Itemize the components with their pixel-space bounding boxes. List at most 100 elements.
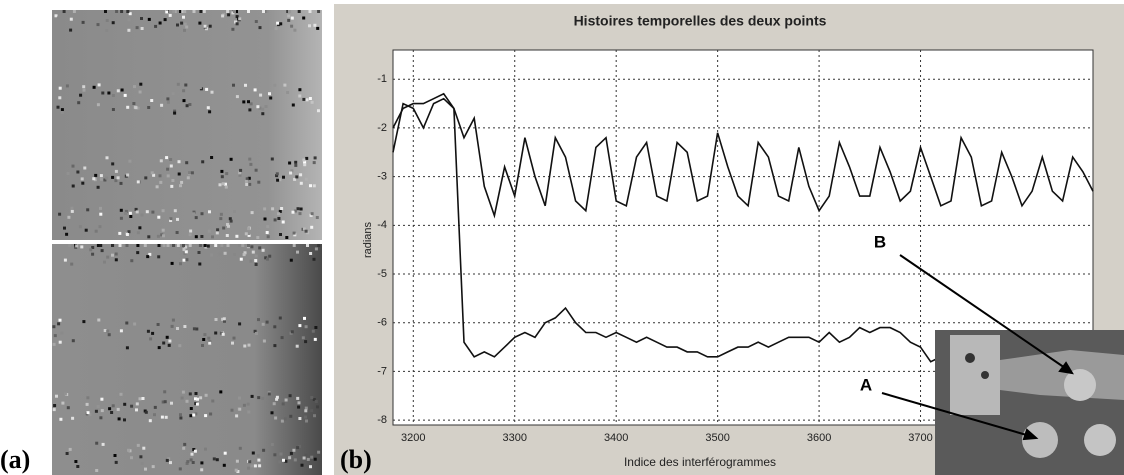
noise-pixel: [103, 260, 106, 264]
noise-pixel: [124, 211, 127, 215]
noise-pixel: [206, 106, 210, 110]
noise-pixel: [100, 409, 104, 413]
noise-pixel: [177, 172, 181, 176]
noise-pixel: [185, 104, 189, 108]
noise-pixel: [180, 21, 184, 25]
noise-pixel: [160, 11, 164, 15]
noise-pixel: [202, 10, 206, 13]
noise-pixel: [250, 211, 254, 215]
noise-pixel: [194, 235, 198, 239]
noise-pixel: [207, 336, 211, 340]
noise-pixel: [59, 417, 63, 421]
inset-photo: [935, 330, 1124, 475]
noise-pixel: [253, 464, 257, 468]
noise-pixel: [161, 400, 165, 404]
point-label: A: [860, 375, 872, 394]
noise-pixel: [111, 175, 115, 179]
noise-pixel: [245, 183, 249, 186]
noise-pixel: [281, 402, 285, 406]
noise-pixel: [117, 417, 121, 421]
noise-pixel: [140, 462, 144, 466]
x-tick-label: 3400: [604, 432, 628, 444]
noise-pixel: [298, 417, 302, 420]
noise-pixel: [52, 408, 56, 412]
noise-pixel: [120, 88, 124, 92]
x-tick-label: 3600: [807, 432, 831, 444]
noise-pixel: [89, 248, 93, 252]
noise-pixel: [95, 441, 99, 445]
noise-pixel: [282, 458, 285, 462]
noise-pixel: [273, 453, 277, 457]
noise-pixel: [211, 399, 215, 403]
noise-pixel: [310, 455, 314, 459]
noise-pixel: [188, 244, 192, 247]
noise-pixel: [127, 18, 131, 22]
noise-pixel: [108, 407, 112, 411]
noise-pixel: [192, 10, 196, 13]
noise-pixel: [238, 171, 242, 175]
noise-pixel: [247, 227, 251, 231]
noise-pixel: [58, 212, 62, 216]
noise-pixel: [265, 10, 269, 13]
noise-pixel: [235, 15, 239, 19]
noise-pixel: [185, 258, 189, 262]
noise-pixel: [105, 19, 109, 22]
noise-pixel: [173, 209, 177, 213]
noise-pixel: [190, 452, 194, 456]
noise-pixel: [175, 262, 179, 266]
y-tick-label: -3: [377, 171, 387, 183]
noise-pixel: [239, 168, 243, 172]
noise-pixel: [231, 11, 235, 15]
noise-pixel: [300, 463, 304, 467]
noise-pixel: [292, 244, 296, 247]
noise-pixel: [312, 257, 316, 261]
noise-pixel: [60, 108, 64, 112]
noise-pixel: [116, 176, 120, 180]
noise-pixel: [155, 185, 159, 189]
noise-pixel: [251, 451, 255, 455]
noise-pixel: [256, 236, 260, 239]
noise-pixel: [313, 23, 317, 27]
noise-pixel: [279, 22, 283, 26]
noise-pixel: [118, 231, 122, 235]
noise-pixel: [126, 105, 130, 109]
noise-pixel: [128, 159, 132, 163]
noise-pixel: [298, 88, 302, 92]
noise-pixel: [111, 94, 115, 97]
noise-pixel: [244, 83, 247, 87]
noise-pixel: [70, 206, 74, 210]
noise-pixel: [136, 180, 140, 184]
noise-pixel: [52, 325, 56, 329]
noise-pixel: [310, 409, 314, 413]
noise-pixel: [249, 102, 253, 106]
noise-pixel: [125, 321, 129, 325]
noise-pixel: [313, 156, 317, 160]
noise-pixel: [306, 244, 309, 247]
noise-pixel: [163, 390, 167, 394]
noise-pixel: [247, 244, 250, 247]
noise-pixel: [153, 405, 157, 409]
noise-pixel: [218, 252, 222, 256]
noise-pixel: [203, 333, 207, 337]
noise-pixel: [177, 160, 181, 164]
noise-pixel: [99, 174, 103, 178]
noise-pixel: [279, 233, 282, 236]
noise-pixel: [293, 177, 297, 181]
noise-pixel: [60, 111, 64, 114]
noise-pixel: [160, 103, 164, 107]
noise-pixel: [314, 400, 318, 403]
noise-pixel: [182, 99, 186, 103]
noise-pixel: [144, 410, 148, 414]
noise-pixel: [168, 339, 172, 343]
noise-pixel: [204, 245, 208, 249]
noise-pixel: [283, 417, 287, 421]
noise-pixel: [142, 446, 146, 450]
noise-pixel: [148, 252, 152, 256]
noise-pixel: [312, 161, 316, 165]
noise-pixel: [126, 173, 130, 177]
noise-pixel: [208, 210, 211, 214]
noise-pixel: [310, 225, 314, 229]
noise-pixel: [86, 168, 90, 171]
noise-pixel: [296, 446, 300, 450]
noise-pixel: [227, 13, 231, 17]
